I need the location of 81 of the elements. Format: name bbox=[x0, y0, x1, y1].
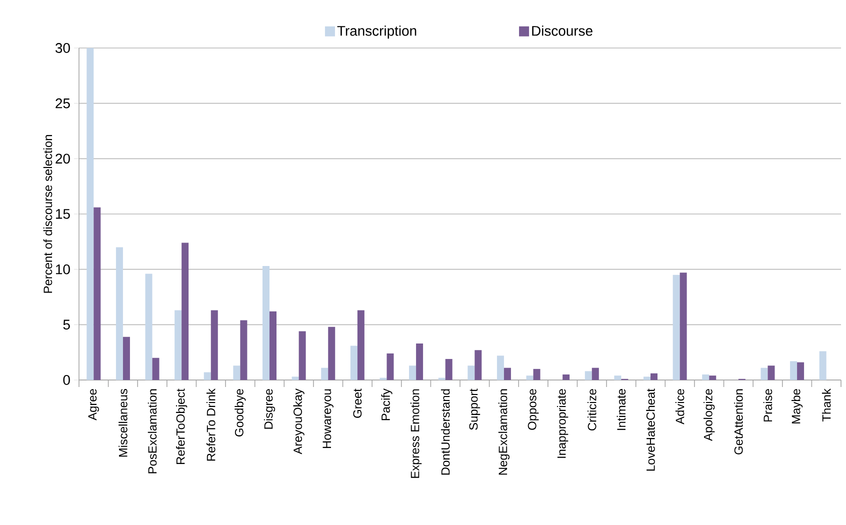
bar bbox=[496, 356, 504, 380]
bar bbox=[321, 368, 328, 380]
legend-label: Discourse bbox=[532, 26, 592, 36]
bar bbox=[709, 376, 716, 380]
x-tick-label: Agree bbox=[88, 389, 100, 420]
x-tick-label: Goodbye bbox=[234, 389, 246, 436]
bar bbox=[270, 311, 277, 380]
bar bbox=[298, 331, 306, 380]
bar bbox=[233, 366, 240, 380]
bar bbox=[680, 272, 687, 380]
bar bbox=[768, 366, 775, 380]
bar bbox=[357, 310, 364, 380]
legend-label: Transcription bbox=[337, 26, 416, 39]
y-axis-title: Percent of discourse selection bbox=[43, 135, 52, 293]
x-tick-label: Maybe bbox=[791, 389, 803, 424]
bar bbox=[328, 326, 336, 380]
y-tick-label: 15 bbox=[56, 209, 70, 219]
x-tick-label: Howareyou bbox=[322, 389, 334, 448]
y-tick-label: 25 bbox=[56, 98, 70, 108]
bar bbox=[644, 376, 651, 380]
x-tick-label: AreyouOkay bbox=[293, 388, 304, 454]
x-tick-label: DontUnderstand bbox=[440, 389, 450, 475]
bar bbox=[409, 366, 416, 380]
bar bbox=[650, 373, 658, 380]
bar bbox=[584, 371, 592, 380]
y-tick-label: 20 bbox=[56, 154, 70, 164]
x-tick-label: PosExclamation bbox=[148, 389, 157, 474]
bar bbox=[174, 310, 182, 380]
y-tick-label: 0 bbox=[63, 375, 70, 385]
bar bbox=[262, 266, 270, 380]
x-tick-label: LoveHateCheat bbox=[646, 388, 655, 471]
x-tick-label: Disgree bbox=[264, 389, 276, 429]
bar bbox=[122, 336, 130, 380]
bar bbox=[145, 274, 152, 380]
x-tick-label: Thank bbox=[822, 388, 831, 422]
x-tick-label: Oppose bbox=[528, 389, 539, 430]
x-tick-label: Inappropriate bbox=[557, 389, 568, 458]
x-tick-label: Express Emotion bbox=[410, 389, 422, 478]
x-tick-label: Criticize bbox=[588, 389, 596, 430]
bar bbox=[86, 48, 94, 380]
bar bbox=[533, 368, 540, 380]
bar bbox=[204, 372, 211, 380]
bar bbox=[116, 247, 123, 380]
bar bbox=[386, 353, 394, 380]
bar bbox=[760, 368, 768, 380]
bar bbox=[474, 350, 482, 380]
bar bbox=[94, 207, 101, 380]
bar bbox=[790, 361, 798, 380]
x-tick-label: Pacify bbox=[381, 388, 392, 420]
x-tick-label: NegExclamation bbox=[498, 389, 510, 475]
bar bbox=[614, 376, 622, 380]
x-tick-label: Praise bbox=[763, 389, 772, 422]
y-tick-label: 5 bbox=[63, 320, 70, 330]
x-tick-label: Intimate bbox=[616, 389, 626, 430]
x-tick-label: Greet bbox=[353, 388, 362, 418]
bar bbox=[416, 343, 424, 380]
bar bbox=[292, 376, 299, 380]
bar bbox=[819, 351, 826, 380]
x-tick-label: Miscellaneus bbox=[118, 388, 128, 457]
x-tick-label: Support bbox=[469, 388, 480, 430]
bar bbox=[592, 368, 599, 380]
bar bbox=[182, 242, 189, 380]
bar bbox=[152, 358, 160, 380]
y-tick-label: 10 bbox=[56, 264, 70, 274]
bar bbox=[672, 274, 680, 380]
bar bbox=[240, 320, 248, 380]
bar bbox=[562, 374, 570, 380]
x-tick-label: ReferTo Drink bbox=[206, 388, 216, 461]
bar bbox=[526, 376, 534, 380]
bar bbox=[702, 374, 710, 380]
x-tick-label: GetAttention bbox=[734, 389, 743, 454]
y-tick-label: 30 bbox=[55, 43, 70, 53]
bar bbox=[445, 358, 452, 380]
bar bbox=[468, 366, 475, 380]
bar bbox=[210, 310, 218, 380]
bar bbox=[797, 362, 804, 380]
x-tick-label: Apologize bbox=[704, 389, 715, 442]
x-tick-label: Advice bbox=[675, 389, 684, 424]
x-tick-label: ReferToObject bbox=[176, 388, 188, 464]
bar bbox=[350, 346, 358, 380]
bar bbox=[504, 368, 511, 380]
